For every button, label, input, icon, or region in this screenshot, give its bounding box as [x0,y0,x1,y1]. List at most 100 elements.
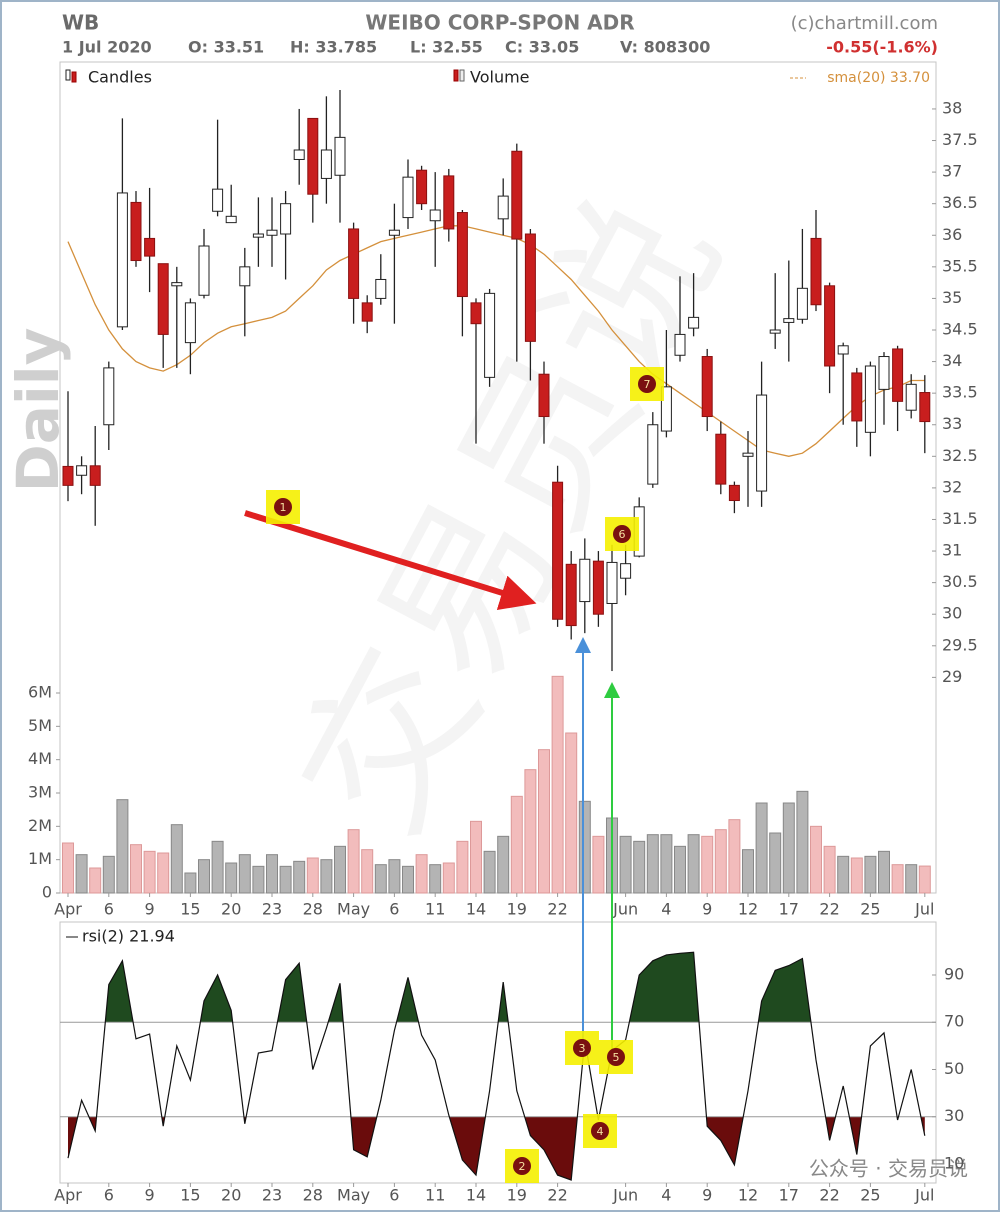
candle-body [783,318,795,323]
x-tick-label: 14 [466,900,486,919]
y-tick-label: 0 [42,883,52,902]
candle-body [565,563,577,627]
marker-label: 6 [619,528,626,541]
candle-body [864,365,876,433]
y-tick-label: 34 [942,351,962,370]
legend-rsi: rsi(2) 21.94 [82,927,175,946]
volume-bar [442,862,455,894]
volume-bar [402,865,414,894]
marker-dot [613,525,631,543]
y-tick-label: 36 [942,225,962,244]
candle-body [511,150,523,240]
volume-bar [742,849,754,894]
x-tick-label: 11 [425,900,445,919]
x-tick-label: 9 [145,1186,155,1205]
volume-bar [510,795,523,894]
candle-body [320,149,332,179]
candle-icon [65,69,71,81]
title: WEIBO CORP-SPON ADR [365,11,634,35]
candle-body [851,372,863,422]
x-tick-label: 22 [547,900,567,919]
y-tick-label: 30 [944,1106,964,1125]
y-tick-label: 37 [942,162,962,181]
candle-body [742,452,754,457]
candle-body [130,201,142,262]
marker-dot [607,1048,625,1066]
volume-bar [306,857,319,894]
low: L: 32.55 [410,38,483,57]
x-tick-label: 6 [104,1186,114,1205]
marker-label: 3 [579,1042,586,1055]
candle-body [701,356,713,418]
volume-bar [252,865,265,894]
volume-bar [388,859,401,894]
y-tick-label: 33.5 [942,383,978,402]
x-tick-label: 12 [738,1186,758,1205]
x-tick-label: 15 [180,900,200,919]
x-tick-label: 6 [389,1186,399,1205]
rsi-panel [59,921,937,1184]
candle-body [647,424,659,485]
candle-body [620,563,632,579]
candle-body [919,392,931,423]
high: H: 33.785 [290,38,377,57]
volume-bar [674,845,686,894]
volume-bar [483,850,496,894]
x-tick-label: 22 [819,900,839,919]
candle-body [810,237,822,306]
candle-body [416,169,428,205]
x-tick-label: 15 [180,1186,200,1205]
x-tick-label: Jun [612,900,638,919]
volume-bar [728,819,741,894]
marker-dot [573,1039,591,1057]
ticker: WB [62,11,99,35]
volume-bar [565,732,578,894]
volume-bar [578,800,591,894]
volume-bar [75,854,88,894]
marker-dot [274,498,292,516]
x-tick-label: 9 [145,900,155,919]
y-tick-label: 50 [944,1059,964,1078]
candle-body [280,203,292,235]
volume-bar [538,749,550,894]
candle-body [157,263,169,335]
volume-bar [837,855,850,894]
x-tick-label: 22 [547,1186,567,1205]
candle-body [728,484,740,502]
candle-body [552,481,564,620]
y-tick-label: 3M [28,783,52,802]
y-tick-label: 70 [944,1012,964,1031]
candle-body [402,176,414,219]
marker-label: 1 [280,501,287,514]
candle-body [796,287,808,320]
y-tick-label: 6M [28,683,52,702]
candle-body [538,373,550,418]
x-tick-label: 4 [661,900,671,919]
x-tick-label: Apr [54,900,82,919]
candle-body [361,302,373,322]
candle-body [524,233,536,342]
volume-bar [361,849,374,894]
candle-body [715,433,727,485]
volume-bar [905,864,918,894]
candle-body [878,356,890,390]
volume: V: 808300 [620,38,710,57]
candle-body [674,333,686,356]
candle-body [171,282,183,287]
marker-dot [591,1122,609,1140]
volume-bar [796,790,809,894]
legend-sma: sma(20) 33.70 [827,70,930,86]
x-tick-label: 4 [661,1186,671,1205]
volume-bar [810,825,822,894]
x-tick-label: 19 [507,900,527,919]
volume-bar [293,860,306,894]
volume-bar [184,872,197,894]
volume-bar [279,865,292,894]
volume-bar [347,829,360,894]
volume-bar [619,835,632,894]
candle-body [769,329,781,334]
candle-body [484,292,496,378]
marker-label: 4 [597,1125,604,1138]
y-tick-label: 30.5 [942,572,978,591]
y-tick-label: 29 [942,667,962,686]
